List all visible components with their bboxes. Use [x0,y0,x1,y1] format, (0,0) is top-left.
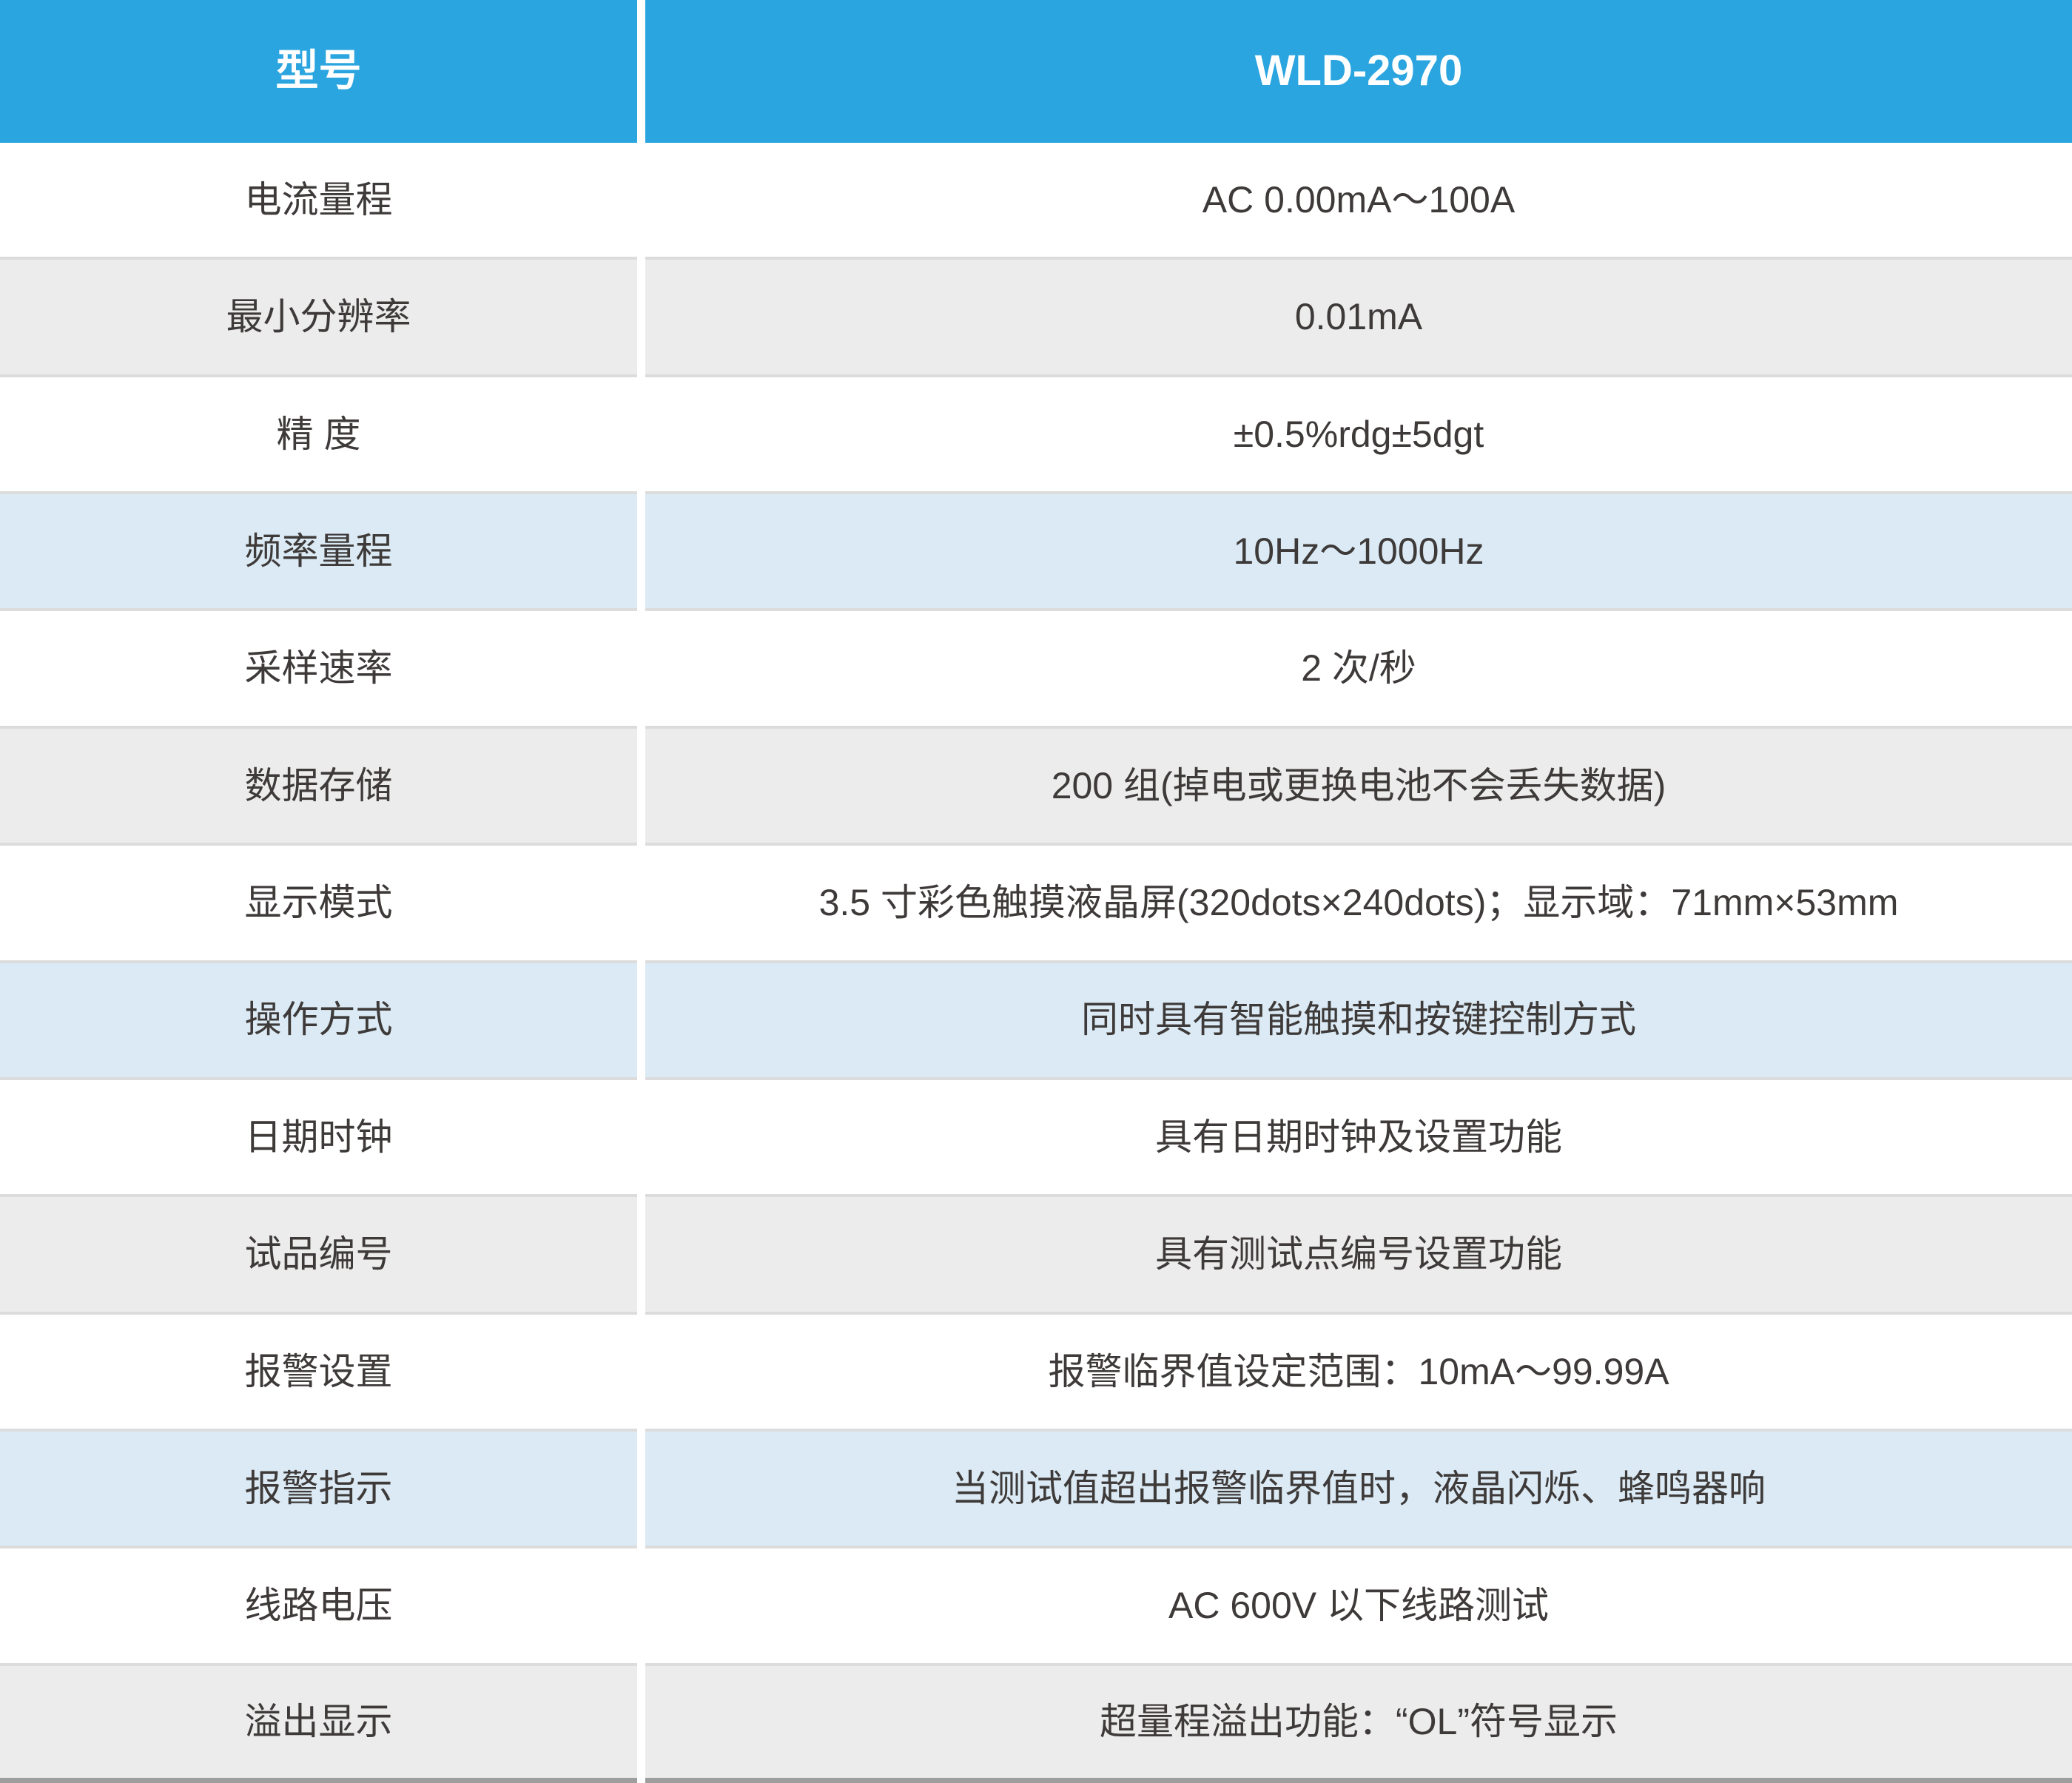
spec-label-cell: 最小分辨率 [0,260,637,377]
table-row: 溢出显示 超量程溢出功能：“OL”符号显示 [0,1665,2072,1783]
spec-value-cell: AC 600V 以下线路测试 [645,1548,2072,1666]
table-row: 报警指示 当测试值超出报警临界值时，液晶闪烁、蜂鸣器响 [0,1431,2072,1549]
spec-label-cell: 试品编号 [0,1197,637,1315]
spec-value-cell: 当测试值超出报警临界值时，液晶闪烁、蜂鸣器响 [645,1431,2072,1549]
spec-value-cell: 2 次/秒 [645,611,2072,729]
spec-label-cell: 报警设置 [0,1314,637,1432]
table-row: 频率量程 10Hz～1000Hz [0,494,2072,612]
spec-value-cell: 0.01mA [645,260,2072,377]
table-row: 采样速率 2 次/秒 [0,611,2072,729]
spec-value-cell: 10Hz～1000Hz [645,494,2072,612]
spec-label-cell: 溢出显示 [0,1665,637,1783]
spec-label-cell: 电流量程 [0,143,637,260]
spec-value-cell: 200 组(掉电或更换电池不会丢失数据) [645,728,2072,846]
table-row: 最小分辨率 0.01mA [0,260,2072,377]
table-row: 线路电压 AC 600V 以下线路测试 [0,1548,2072,1666]
spec-label-cell: 频率量程 [0,494,637,612]
spec-label-cell: 报警指示 [0,1431,637,1549]
spec-label-cell: 数据存储 [0,728,637,846]
table-row: 电流量程 AC 0.00mA～100A [0,143,2072,260]
table-row: 显示模式 3.5 寸彩色触摸液晶屏(320dots×240dots)；显示域：71… [0,846,2072,963]
spec-label-cell: 显示模式 [0,846,637,963]
spec-value-cell: 超量程溢出功能：“OL”符号显示 [645,1665,2072,1783]
spec-value-cell: 具有日期时钟及设置功能 [645,1079,2072,1198]
spec-value-cell: ±0.5%rdg±5dgt [645,377,2072,495]
table-row: 数据存储 200 组(掉电或更换电池不会丢失数据) [0,728,2072,846]
table-row: 报警设置 报警临界值设定范围：10mA～99.99A [0,1314,2072,1432]
spec-label-cell: 精 度 [0,377,637,495]
spec-value-cell: 3.5 寸彩色触摸液晶屏(320dots×240dots)；显示域：71mm×5… [645,846,2072,963]
table-header-row: 型号 WLD-2970 [0,0,2072,143]
spec-value-cell: AC 0.00mA～100A [645,143,2072,260]
spec-label-cell: 日期时钟 [0,1079,637,1198]
spec-label-cell: 线路电压 [0,1548,637,1666]
spec-label-cell: 采样速率 [0,611,637,729]
header-model-label-cell: 型号 [0,0,637,143]
table-row: 精 度 ±0.5%rdg±5dgt [0,377,2072,495]
table-row: 操作方式 同时具有智能触摸和按键控制方式 [0,963,2072,1080]
spec-label-cell: 操作方式 [0,963,637,1080]
table-row: 试品编号 具有测试点编号设置功能 [0,1197,2072,1315]
table-row: 日期时钟 具有日期时钟及设置功能 [0,1079,2072,1198]
spec-value-cell: 报警临界值设定范围：10mA～99.99A [645,1314,2072,1432]
spec-value-cell: 同时具有智能触摸和按键控制方式 [645,963,2072,1080]
header-model-value-cell: WLD-2970 [645,0,2072,143]
spec-value-cell: 具有测试点编号设置功能 [645,1197,2072,1315]
